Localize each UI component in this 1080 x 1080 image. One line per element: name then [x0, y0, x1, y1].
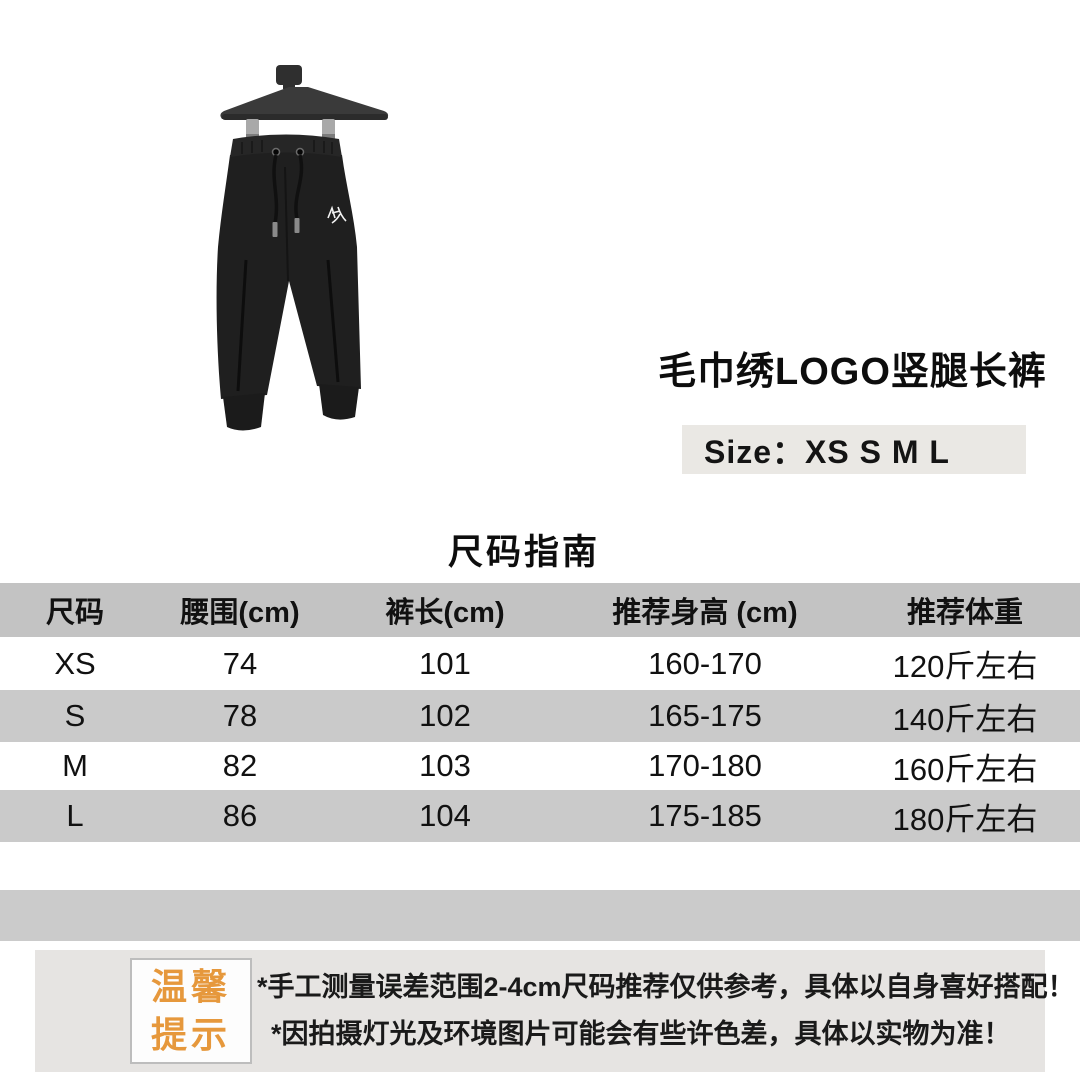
cell-height: 170-180 — [648, 748, 762, 783]
col-header-weight: 推荐体重 — [906, 597, 1023, 629]
size-options-label: Size：XS S M L — [704, 433, 950, 470]
cell-weight: 160斤左右 — [892, 751, 1038, 787]
pants-icon — [216, 134, 361, 431]
hanger-icon — [220, 65, 389, 140]
cell-waist: 86 — [222, 798, 258, 833]
tips-label-box: 温馨 提示 — [130, 958, 252, 1064]
tips-label-line1: 温馨 — [150, 966, 231, 1007]
cell-size: M — [62, 748, 88, 783]
col-header-length: 裤长(cm) — [385, 597, 505, 629]
tips-line: *手工测量误差范围2-4cm尺码推荐仅供参考，具体以自身喜好搭配！ — [257, 972, 1075, 1002]
cell-length: 104 — [419, 798, 471, 833]
cell-waist: 74 — [222, 645, 258, 681]
cell-size: L — [66, 798, 84, 833]
table-row: S 78 102 165-175 140斤左右 — [0, 690, 1080, 742]
size-guide-table: 尺码 腰围(cm) 裤长(cm) 推荐身高 (cm) 推荐体重 XS 74 10… — [0, 583, 1080, 842]
cell-height: 160-170 — [648, 645, 762, 681]
cell-length: 101 — [419, 645, 471, 681]
table-row: L 86 104 175-185 180斤左右 — [0, 790, 1080, 842]
cell-height: 175-185 — [648, 798, 762, 833]
cell-waist: 82 — [222, 748, 258, 783]
cell-size: S — [64, 698, 86, 733]
cell-height: 165-175 — [648, 698, 762, 733]
cell-weight: 140斤左右 — [892, 701, 1038, 737]
cell-weight: 120斤左右 — [892, 649, 1038, 684]
col-header-size: 尺码 — [45, 597, 104, 629]
size-options-box: Size：XS S M L — [682, 425, 1026, 474]
cell-weight: 180斤左右 — [892, 801, 1038, 837]
cell-length: 102 — [419, 698, 471, 733]
separator-band — [0, 890, 1080, 941]
cell-size: XS — [54, 645, 96, 681]
cell-waist: 78 — [222, 698, 258, 733]
cell-length: 103 — [419, 748, 471, 783]
tips-line: *因拍摄灯光及环境图片可能会有些许色差，具体以实物为准！ — [271, 1019, 1011, 1049]
col-header-waist: 腰围(cm) — [180, 597, 300, 629]
tips-label-line2: 提示 — [150, 1014, 231, 1055]
tips-section: 温馨 提示 *手工测量误差范围2-4cm尺码推荐仅供参考，具体以自身喜好搭配！ … — [35, 950, 1075, 1072]
tips-text: *手工测量误差范围2-4cm尺码推荐仅供参考，具体以自身喜好搭配！ *因拍摄灯光… — [257, 964, 1075, 1058]
col-header-height: 推荐身高 (cm) — [612, 597, 798, 629]
table-row: XS 74 101 160-170 120斤左右 — [0, 637, 1080, 690]
table-row: M 82 103 170-180 160斤左右 — [0, 742, 1080, 790]
table-header-row: 尺码 腰围(cm) 裤长(cm) 推荐身高 (cm) 推荐体重 — [0, 583, 1080, 637]
product-photo — [216, 65, 389, 431]
product-title: 毛巾绣LOGO竖腿长裤 — [658, 351, 1047, 393]
size-guide-heading: 尺码指南 — [447, 533, 600, 572]
embroidered-logo-icon — [327, 205, 347, 224]
